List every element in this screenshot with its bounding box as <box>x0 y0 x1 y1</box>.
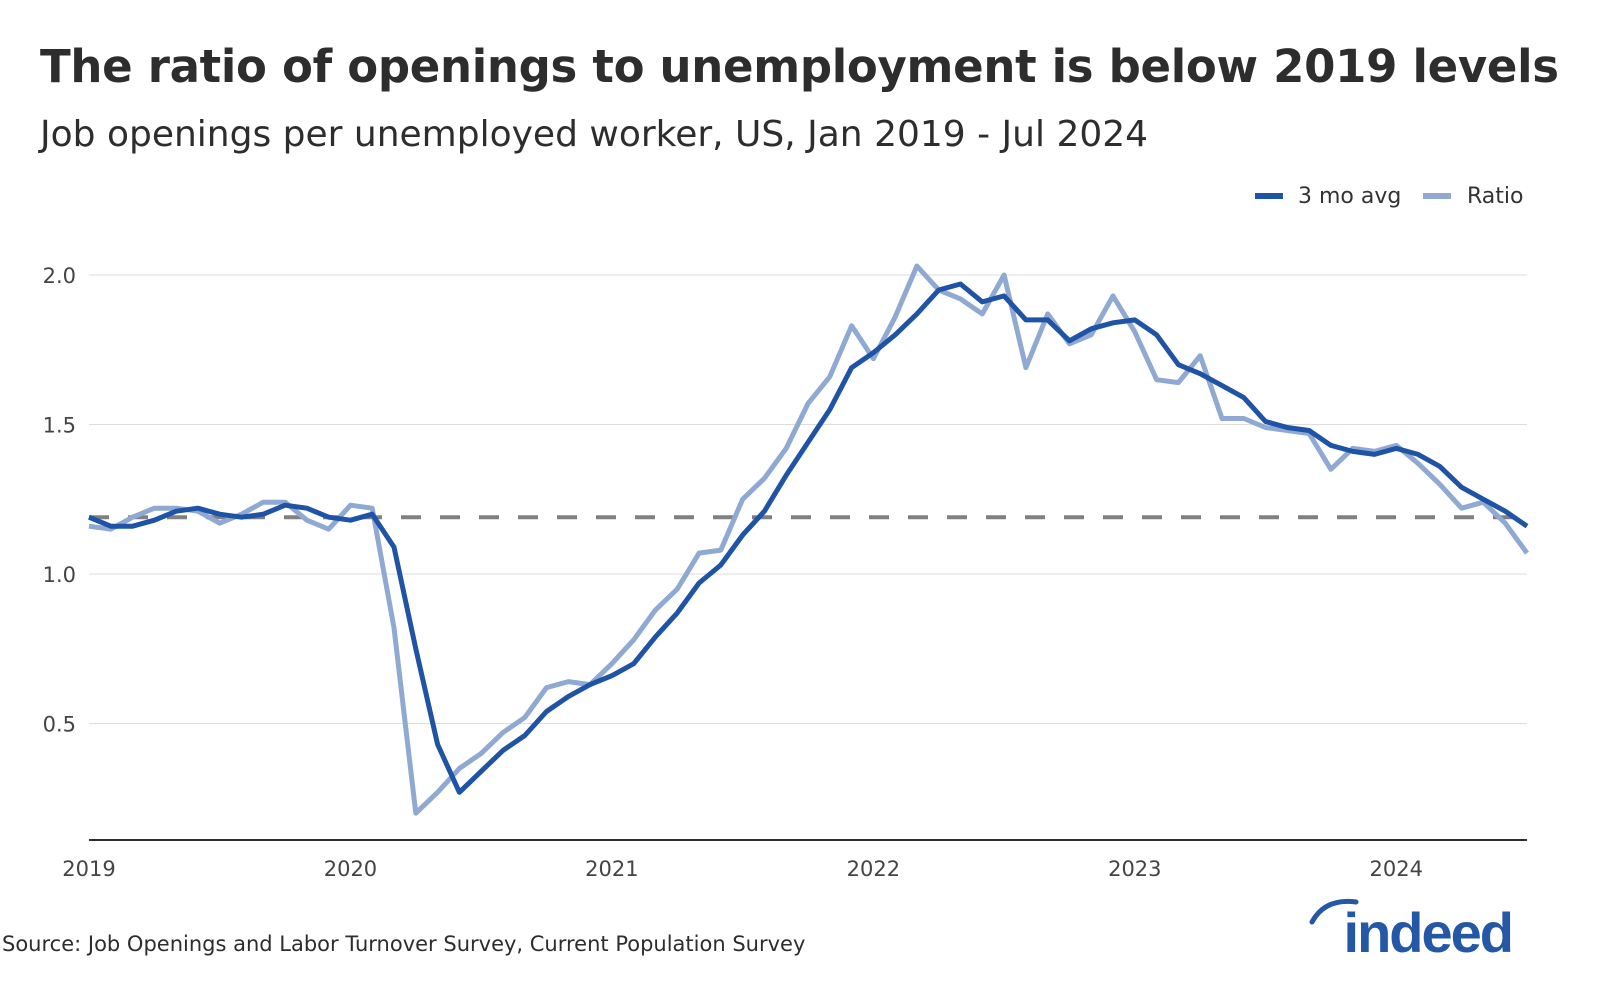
indeed-logo-text: indeed <box>1344 901 1512 964</box>
series-ratio-line <box>88 263 1530 816</box>
x-tick-label: 2024 <box>1370 857 1423 881</box>
y-tick-label: 1.0 <box>43 563 76 587</box>
x-tick-label: 2020 <box>324 857 377 881</box>
x-tick-label: 2022 <box>847 857 900 881</box>
legend-label: 3 mo avg <box>1298 184 1401 209</box>
chart-subtitle: Job openings per unemployed worker, US, … <box>40 114 1149 155</box>
indeed-logo: indeed <box>1309 898 1514 964</box>
chart-title: The ratio of openings to unemployment is… <box>40 40 1559 93</box>
y-tick-label: 0.5 <box>43 713 76 737</box>
x-tick-label: 2019 <box>62 857 115 881</box>
x-tick-label: 2021 <box>585 857 638 881</box>
y-tick-label: 1.5 <box>43 414 76 438</box>
y-tick-label: 2.0 <box>43 264 76 288</box>
indeed-logo-arc-icon <box>1309 898 1359 925</box>
legend-label: Ratio <box>1467 184 1523 209</box>
source-note: Source: Job Openings and Labor Turnover … <box>2 932 806 956</box>
series-3mo-avg-line <box>88 281 1529 795</box>
x-tick-label: 2023 <box>1108 857 1161 881</box>
